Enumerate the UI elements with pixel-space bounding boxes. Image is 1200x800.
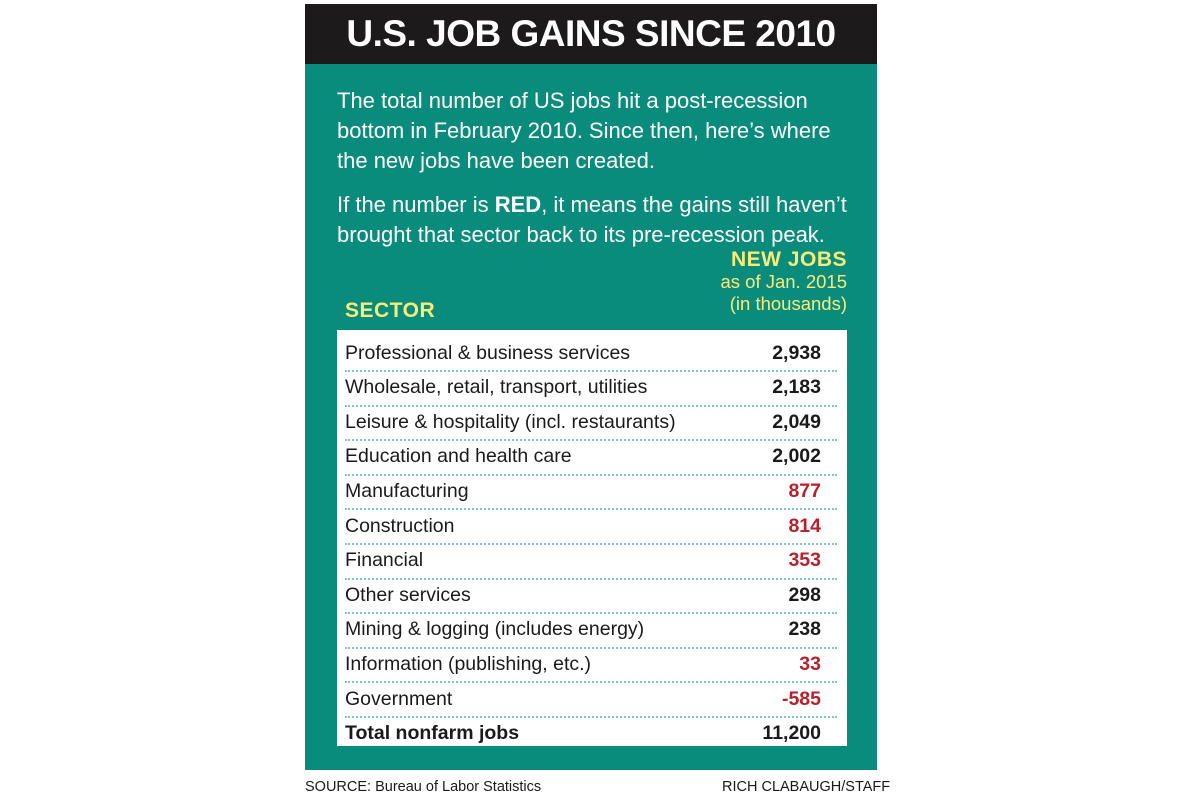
jobs-value: 2,002 [772, 445, 821, 468]
table-row: Other services 298 [345, 578, 837, 615]
jobs-value: -585 [781, 687, 821, 710]
sector-label: Construction [345, 514, 455, 537]
table-row: Mining & logging (includes energy) 238 [345, 613, 837, 649]
intro-p2-end: , it means the gains still haven’t broug… [337, 192, 847, 247]
source-note: SOURCE: Bureau of Labor Statistics [305, 779, 542, 795]
sector-label: Government [345, 687, 453, 710]
intro-paragraph-2: If the number is RED, it means the gains… [337, 190, 857, 250]
jobs-value: 2,938 [772, 341, 821, 364]
value-header-date: as of Jan. 2015 [720, 271, 847, 292]
sector-label: Financial [345, 549, 424, 572]
jobs-value: 814 [788, 514, 821, 537]
table-total-row: Total nonfarm jobs 11,200 [345, 717, 837, 751]
jobs-table: Professional & business services 2,938 Who… [337, 330, 847, 746]
intro-p2-red-word: RED [494, 192, 542, 217]
table-row: Professional & business services 2,938 [345, 336, 837, 372]
sector-label: Total nonfarm jobs [345, 722, 520, 745]
sector-label: Leisure & hospitality (incl. restaurants… [345, 410, 676, 433]
jobs-value: 2,049 [772, 410, 821, 433]
sector-label: Professional & business services [345, 341, 631, 364]
sector-label: Manufacturing [345, 479, 469, 502]
table-row: Leisure & hospitality (incl. restaurants… [345, 405, 837, 442]
credit-note: RICH CLABAUGH/STAFF [722, 779, 891, 795]
sector-label: Wholesale, retail, transport, utilities [345, 376, 648, 399]
jobs-value: 877 [788, 479, 821, 502]
sector-label: Information (publishing, etc.) [345, 652, 592, 675]
jobs-value: 33 [799, 652, 821, 675]
table-row: Education and health care 2,002 [345, 440, 837, 476]
value-column-header: NEW JOBS as of Jan. 2015 (in thousands) [720, 249, 847, 315]
sector-label: Mining & logging (includes energy) [345, 618, 645, 641]
intro-p2-start: If the number is [337, 192, 495, 217]
jobs-value: 11,200 [762, 722, 821, 745]
table-row: Financial 353 [345, 544, 837, 580]
table-row: Manufacturing 877 [345, 474, 837, 511]
jobs-value: 298 [788, 583, 821, 606]
jobs-value: 238 [788, 618, 821, 641]
table-row: Information (publishing, etc.) 33 [345, 647, 837, 684]
jobs-value: 2,183 [772, 376, 821, 399]
infographic-panel: U.S. JOB GAINS SINCE 2010 The total numb… [305, 4, 877, 770]
sector-label: Other services [345, 583, 471, 606]
intro-text: The total number of US jobs hit a post-r… [337, 86, 857, 264]
intro-paragraph-1: The total number of US jobs hit a post-r… [337, 88, 831, 173]
table-row: Wholesale, retail, transport, utilities 2… [345, 371, 837, 407]
value-header-unit: (in thousands) [729, 293, 847, 314]
jobs-value: 353 [788, 549, 821, 572]
chart-title: U.S. JOB GAINS SINCE 2010 [305, 4, 877, 64]
value-header-title: NEW JOBS [730, 248, 847, 271]
table-row: Construction 814 [345, 509, 837, 545]
sector-column-header: SECTOR [345, 299, 436, 322]
sector-label: Education and health care [345, 445, 572, 468]
table-row: Government -585 [345, 682, 837, 718]
